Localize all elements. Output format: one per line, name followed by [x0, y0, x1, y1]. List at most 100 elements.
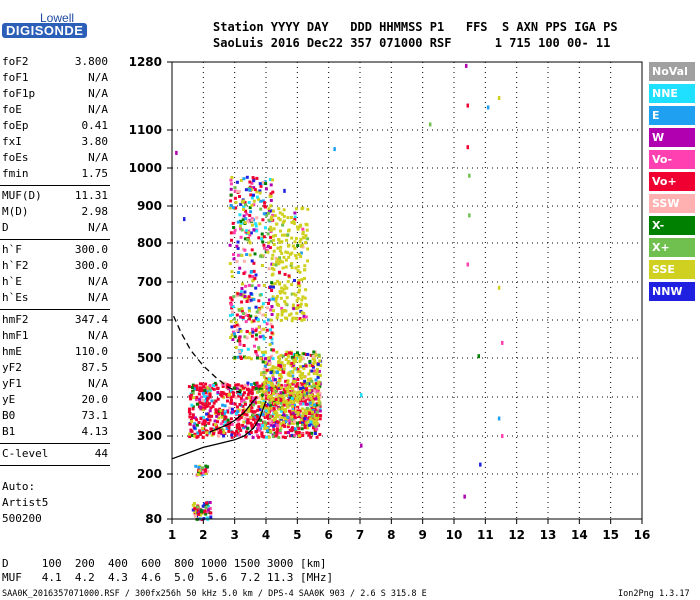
param-name: foF1p — [2, 87, 36, 100]
data-point — [292, 394, 296, 398]
data-point — [304, 288, 308, 292]
param-row-h-e: h`E N/A — [2, 274, 108, 290]
y-tick-label: 1000 — [129, 161, 162, 175]
data-point — [284, 379, 288, 383]
data-point — [291, 303, 295, 307]
data-point — [205, 390, 209, 394]
data-point — [190, 434, 194, 437]
data-point — [292, 413, 296, 417]
data-point — [221, 420, 225, 424]
param-value: 0.41 — [81, 119, 109, 132]
data-point — [261, 181, 265, 184]
data-point — [274, 256, 278, 260]
data-point — [301, 402, 305, 406]
y-tick-label: 800 — [137, 236, 162, 250]
data-point — [294, 357, 298, 361]
data-point — [300, 311, 304, 315]
data-point — [254, 421, 258, 425]
data-point — [290, 426, 294, 430]
data-point — [269, 328, 272, 332]
data-point — [274, 389, 278, 393]
data-point — [269, 235, 273, 239]
data-point — [257, 346, 261, 350]
data-point — [290, 220, 294, 224]
data-point — [291, 244, 295, 248]
data-point — [230, 333, 234, 337]
data-point — [269, 423, 273, 427]
data-point — [239, 392, 243, 396]
data-point — [267, 377, 271, 381]
legend-item-nne: NNE — [649, 84, 695, 103]
data-point — [248, 180, 252, 184]
data-point — [253, 410, 257, 414]
param-row-hmf2: hmF2 347.4 — [2, 312, 108, 328]
data-point — [248, 241, 252, 245]
data-point — [284, 358, 288, 361]
data-point — [220, 415, 224, 419]
data-point — [272, 384, 276, 388]
data-point — [269, 228, 273, 232]
data-point — [225, 427, 229, 430]
data-point — [242, 208, 245, 211]
data-point — [254, 415, 258, 419]
data-point — [296, 283, 300, 287]
data-point — [194, 398, 198, 402]
data-point — [249, 416, 253, 419]
data-point — [221, 403, 225, 407]
data-point — [206, 504, 210, 508]
data-point — [217, 416, 221, 420]
data-point — [213, 381, 217, 385]
param-name: C-level — [2, 447, 49, 460]
data-point — [295, 236, 298, 240]
data-point — [297, 279, 301, 282]
data-point — [250, 334, 254, 338]
data-point — [209, 515, 213, 519]
data-point — [266, 362, 270, 366]
param-name: h`E — [2, 275, 22, 288]
data-point — [301, 227, 305, 231]
data-point — [285, 350, 289, 354]
data-point — [203, 509, 207, 513]
data-point — [284, 250, 288, 254]
data-point — [298, 359, 302, 363]
data-point — [265, 368, 269, 372]
data-point — [305, 424, 309, 428]
data-point — [277, 383, 281, 387]
data-point — [281, 423, 285, 427]
data-point — [314, 397, 318, 401]
data-point — [293, 279, 296, 282]
legend-item-ssw: SSW — [649, 194, 695, 213]
data-point — [238, 266, 242, 270]
data-point — [296, 409, 300, 413]
data-point — [262, 371, 266, 374]
data-point — [244, 387, 248, 391]
param-row-d: D N/A — [2, 220, 108, 236]
data-point — [293, 366, 296, 370]
data-point — [212, 387, 216, 391]
data-point — [307, 372, 311, 376]
data-point — [254, 387, 258, 390]
data-point — [268, 419, 272, 423]
data-point — [235, 426, 239, 430]
data-point — [194, 514, 197, 518]
data-point — [313, 350, 317, 354]
data-point — [247, 201, 251, 204]
x-tick-label: 16 — [634, 528, 651, 542]
y-tick-label: 500 — [137, 351, 162, 365]
data-point — [272, 238, 276, 242]
data-point — [199, 417, 203, 421]
data-point — [248, 274, 252, 278]
data-point — [267, 241, 271, 245]
data-point — [263, 313, 267, 317]
data-point — [297, 393, 301, 396]
legend-item-nnw: NNW — [649, 282, 695, 301]
data-point — [302, 352, 306, 356]
param-name: h`F2 — [2, 259, 29, 272]
data-point — [197, 392, 201, 396]
data-point — [309, 417, 312, 421]
data-point — [248, 331, 252, 335]
data-point — [306, 426, 310, 430]
data-point — [257, 348, 261, 352]
param-name: yF1 — [2, 377, 22, 390]
data-point — [240, 399, 244, 403]
